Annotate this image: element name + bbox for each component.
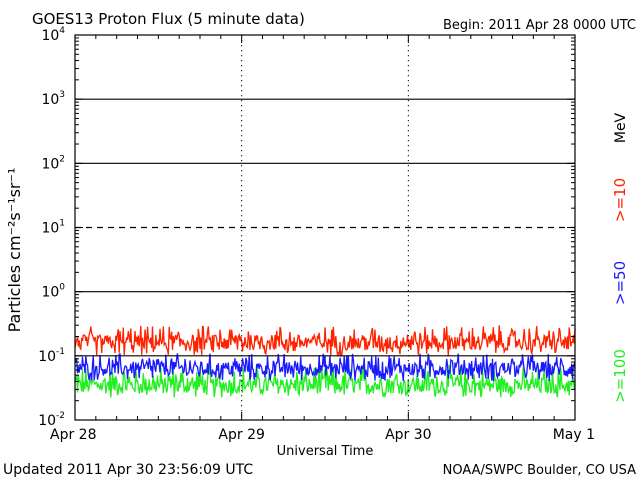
series-legend: MeV >=10 >=50 >=100 — [611, 112, 629, 402]
axis-layer: 10-2 10-1 100 101 102 103 104 Apr 28 Apr 29 Apr 3… — [38, 26, 595, 443]
grid-layer — [75, 35, 575, 420]
credit-label: NOAA/SWPC Boulder, CO USA — [443, 463, 636, 478]
y-tick-label: 103 — [41, 90, 65, 108]
x-tick-label: Apr 30 — [385, 427, 431, 443]
unit-label: MeV — [613, 112, 629, 143]
updated-timestamp: Updated 2011 Apr 30 23:56:09 UTC — [3, 462, 253, 478]
x-axis-label: Universal Time — [277, 444, 374, 459]
y-tick-label: 10-2 — [38, 411, 65, 429]
y-tick-label: 101 — [41, 219, 65, 237]
x-tick-label: Apr 28 — [50, 427, 96, 443]
chart-title: GOES13 Proton Flux (5 minute data) — [32, 10, 305, 28]
x-tick-label: May 1 — [553, 427, 595, 443]
legend-label-ge50: >=50 — [611, 261, 629, 305]
y-tick-label: 104 — [41, 26, 65, 44]
y-tick-label: 100 — [41, 283, 65, 301]
begin-time-label: Begin: 2011 Apr 28 0000 UTC — [443, 18, 636, 33]
x-tick-label: Apr 29 — [218, 427, 264, 443]
legend-label-ge10: >=10 — [611, 178, 629, 222]
series-line-ge10 — [74, 325, 576, 358]
y-axis-label: Particles cm⁻²s⁻¹sr⁻¹ — [5, 168, 24, 333]
legend-label-ge100: >=100 — [611, 349, 629, 403]
y-tick-label: 102 — [41, 154, 65, 172]
series-layer — [74, 325, 576, 399]
y-tick-label: 10-1 — [38, 347, 65, 365]
